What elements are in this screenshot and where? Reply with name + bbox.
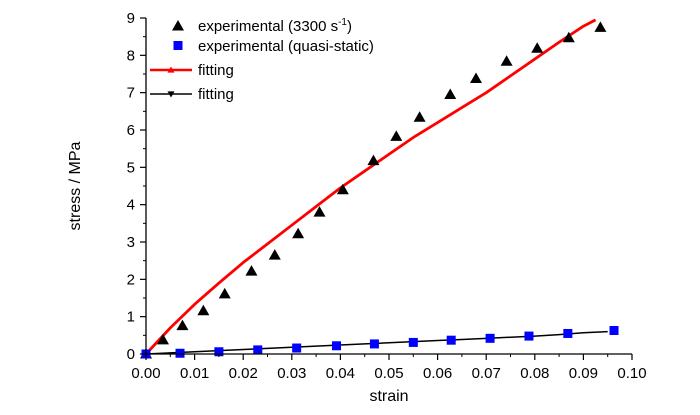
x-axis-title: strain bbox=[369, 388, 408, 405]
data-point-square bbox=[369, 339, 379, 349]
legend-marker-red-triangle bbox=[167, 66, 175, 73]
data-point-square bbox=[175, 348, 185, 358]
legend-item-experimental-quasi-static: experimental (quasi-static) bbox=[173, 38, 374, 55]
legend-label-experimental-3300: experimental (3300 s-1) bbox=[198, 17, 352, 35]
x-tick-label: 0.07 bbox=[472, 365, 501, 382]
x-tick-label: 0.08 bbox=[520, 365, 549, 382]
x-tick-label: 0.01 bbox=[180, 365, 209, 382]
data-point-triangle bbox=[245, 265, 258, 276]
data-point-triangle bbox=[292, 227, 305, 239]
x-tick-label: 0.09 bbox=[569, 365, 598, 382]
legend-marker-triangle bbox=[172, 20, 184, 31]
y-tick-label: 0 bbox=[127, 346, 135, 363]
y-tick-label: 9 bbox=[127, 10, 135, 27]
y-tick-label: 7 bbox=[127, 85, 135, 102]
y-ticks: 0 1 2 3 4 5 6 7 8 9 bbox=[127, 10, 146, 363]
x-tick-label: 0.03 bbox=[277, 365, 306, 382]
data-point-triangle bbox=[176, 319, 189, 331]
y-tick-label: 2 bbox=[127, 271, 135, 288]
data-point-triangle bbox=[367, 154, 380, 166]
y-tick-label: 4 bbox=[127, 197, 135, 214]
data-point-square bbox=[292, 343, 302, 353]
x-tick-label: 0.10 bbox=[617, 365, 646, 382]
data-point-square bbox=[446, 335, 456, 345]
data-point-triangle bbox=[594, 21, 607, 32]
y-axis-title: stress / MPa bbox=[67, 141, 84, 230]
legend-label-experimental-quasi-static: experimental (quasi-static) bbox=[198, 38, 374, 55]
x-tick-label: 0.06 bbox=[423, 365, 452, 382]
legend-item-fitting-black: fitting bbox=[150, 86, 234, 103]
data-point-triangle bbox=[469, 72, 482, 83]
x-tick-label: 0.05 bbox=[374, 365, 403, 382]
data-point-triangle bbox=[336, 183, 349, 195]
y-tick-label: 6 bbox=[127, 122, 135, 139]
x-tick-label: 0.02 bbox=[229, 365, 258, 382]
x-tick-label: 0.00 bbox=[131, 365, 160, 382]
legend-marker-square bbox=[173, 41, 183, 50]
data-point-triangle bbox=[413, 111, 426, 122]
data-point-square bbox=[563, 328, 573, 338]
data-point-square bbox=[253, 345, 263, 355]
data-point-triangle bbox=[268, 249, 281, 260]
legend: experimental (3300 s-1) experimental (qu… bbox=[150, 17, 374, 103]
legend-marker-black-triangle-down bbox=[167, 91, 175, 98]
legend-label-fitting-red: fitting bbox=[198, 62, 234, 79]
data-point-triangle bbox=[313, 206, 326, 217]
legend-label-end: ) bbox=[347, 18, 352, 35]
y-tick-label: 1 bbox=[127, 309, 135, 326]
data-point-triangle bbox=[390, 130, 403, 141]
data-point-triangle bbox=[531, 42, 544, 53]
legend-label-superscript: -1 bbox=[338, 17, 347, 28]
data-point-triangle bbox=[562, 31, 575, 43]
data-point-square bbox=[485, 333, 495, 343]
y-tick-label: 8 bbox=[127, 47, 135, 64]
data-point-triangle bbox=[218, 287, 231, 299]
legend-label-fitting-black: fitting bbox=[198, 86, 234, 103]
data-point-square bbox=[214, 347, 224, 357]
data-point-triangle bbox=[157, 333, 170, 345]
legend-label-main: experimental (3300 s bbox=[198, 18, 338, 35]
legend-item-fitting-red: fitting bbox=[150, 62, 234, 79]
data-point-square bbox=[524, 331, 534, 341]
legend-item-experimental-3300: experimental (3300 s-1) bbox=[172, 17, 352, 35]
data-point-square bbox=[609, 325, 619, 335]
x-tick-label: 0.04 bbox=[326, 365, 355, 382]
data-point-triangle bbox=[500, 55, 513, 66]
plot-markers bbox=[140, 21, 619, 359]
y-tick-label: 3 bbox=[127, 234, 135, 251]
x-ticks: 0.00 0.01 0.02 0.03 0.04 0.05 0.06 0.07 0.08 0.09… bbox=[131, 354, 647, 382]
data-point-square bbox=[332, 341, 342, 351]
data-point-triangle bbox=[444, 88, 457, 100]
data-point-square bbox=[408, 337, 418, 347]
y-tick-label: 5 bbox=[127, 159, 135, 176]
data-point-triangle bbox=[197, 304, 210, 316]
